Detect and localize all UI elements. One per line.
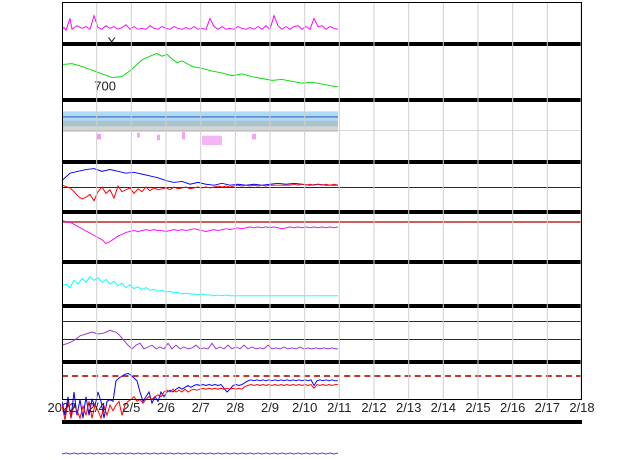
dst-line[interactable] [62, 214, 582, 260]
xray-flux-line[interactable] [62, 2, 582, 42]
xray-flux-class-panel: X M C π [62, 2, 582, 46]
lowflux-baseline-line[interactable] [62, 424, 582, 460]
density-line[interactable] [62, 264, 582, 304]
density-panel: 40 20 [62, 264, 582, 308]
solarwind-line[interactable] [62, 46, 582, 98]
goeslog-line[interactable] [62, 308, 582, 360]
plot-area: X M C π 700 600 500 400 π [62, 2, 582, 400]
bt-line[interactable] [62, 164, 582, 210]
xaxis-labels: 2022 2/4 2/5 2/6 2/7 2/8 2/9 2/10 2/11 2… [62, 400, 582, 422]
temperature-alpha-panel: T A π [62, 102, 582, 164]
dst-index-panel: 0 -50 [62, 214, 582, 264]
goes-xray-log-panel: 107 106 π [62, 308, 582, 364]
low-flux-baseline-panel: 104 102 100 [62, 424, 582, 460]
solar-wind-speed-panel: 700 600 500 400 π [62, 46, 582, 102]
alpha-scatter[interactable] [62, 102, 582, 160]
space-weather-dashboard: X M C π 700 600 500 400 π [0, 0, 634, 424]
bz-bt-field-panel: 10 0 -10 π [62, 164, 582, 214]
